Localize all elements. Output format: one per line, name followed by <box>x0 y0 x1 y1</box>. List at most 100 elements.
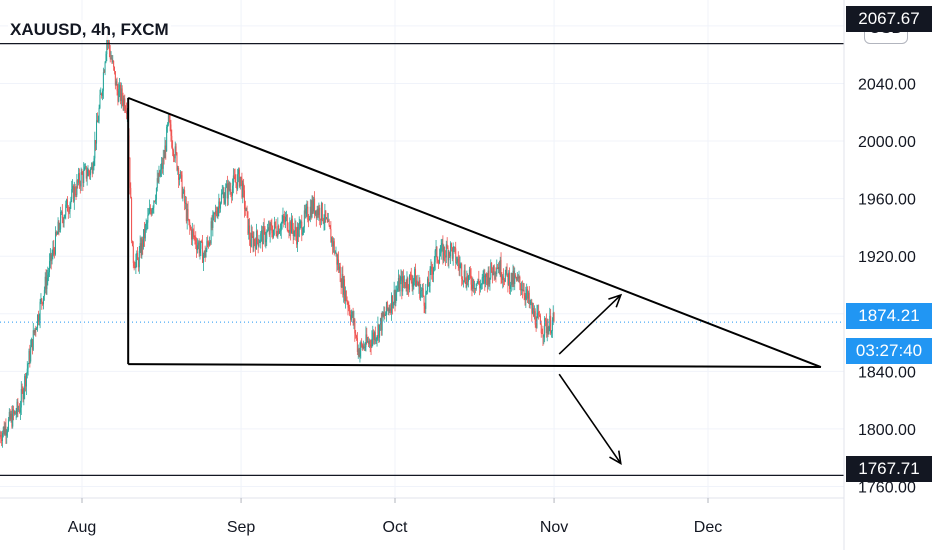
candle-body <box>368 340 370 344</box>
candle-body <box>390 308 392 313</box>
candle-body <box>191 229 193 240</box>
candle-body <box>358 349 360 357</box>
candle-body <box>75 194 77 195</box>
candle-body <box>255 230 257 250</box>
candle-body <box>155 199 157 202</box>
candle-body <box>190 229 192 240</box>
candle-body <box>25 376 27 387</box>
candle-body <box>385 314 387 316</box>
candle-body <box>506 266 508 274</box>
candle-body <box>212 214 214 228</box>
candle-body <box>14 411 16 415</box>
candle-body <box>291 218 293 234</box>
candle-body <box>177 168 179 170</box>
candle-body <box>379 318 381 325</box>
candle-body <box>288 231 290 233</box>
candle-body <box>151 209 153 215</box>
candle-body <box>438 256 440 264</box>
candle-body <box>132 246 134 263</box>
candle-body <box>119 84 121 101</box>
candle-body <box>18 409 20 411</box>
triangle-drawing[interactable] <box>127 96 822 465</box>
candle-body <box>184 202 186 204</box>
time-axis[interactable]: Aug Sep Oct Nov Dec <box>68 498 722 536</box>
candle-body <box>439 253 441 257</box>
candle-body <box>255 242 257 250</box>
lower-level-label: 1767.71 <box>846 456 932 482</box>
candle-body <box>56 234 58 235</box>
candle-body <box>145 223 147 226</box>
candle-body <box>102 90 104 96</box>
candle-body <box>436 246 438 261</box>
candle-body <box>484 275 486 284</box>
candle-body <box>457 258 459 264</box>
candle-body <box>538 311 540 316</box>
candle-body <box>302 232 304 235</box>
candle-body <box>283 215 285 219</box>
candle-body <box>112 61 114 62</box>
candle-body <box>447 248 449 261</box>
candle-body <box>15 413 17 415</box>
candle-body <box>249 225 251 240</box>
candle-body <box>66 199 68 205</box>
candle-body <box>543 334 545 338</box>
candle-body <box>547 326 549 335</box>
candle-body <box>101 93 103 96</box>
candle-body <box>287 229 289 232</box>
candle-body <box>87 169 89 176</box>
candle-body <box>362 345 364 349</box>
horizontal-levels <box>0 43 844 476</box>
candle-body <box>325 210 327 219</box>
candle-body <box>523 289 525 296</box>
candle-body <box>412 281 414 287</box>
grid-lines <box>0 0 844 498</box>
candle-body <box>38 320 40 322</box>
candle-body <box>257 239 259 247</box>
candle-body <box>158 170 160 182</box>
candle-body <box>551 320 553 332</box>
candle-body <box>10 413 12 420</box>
candle-body <box>100 93 102 95</box>
candle-body <box>332 241 334 247</box>
candle-body <box>486 277 488 286</box>
candle-body <box>214 210 216 215</box>
candle-body <box>364 347 366 349</box>
x-tick-label: Oct <box>383 519 408 536</box>
candle-body <box>419 280 421 299</box>
candle-body <box>503 279 505 282</box>
candle-body <box>521 288 523 291</box>
candle-body <box>178 177 180 180</box>
candle-body <box>247 211 249 234</box>
candle-body <box>122 99 124 106</box>
candle-body <box>136 253 138 260</box>
arrow-shaft <box>558 294 622 355</box>
candle-body <box>548 326 550 335</box>
candle-body <box>549 315 551 327</box>
candle-body <box>275 226 277 234</box>
candle-body <box>426 278 428 291</box>
candle-body <box>407 278 409 289</box>
candle-body <box>29 350 31 362</box>
price-axis[interactable]: 1760.001800.001840.001880.001920.001960.… <box>858 19 916 497</box>
candle-body <box>357 349 359 352</box>
y-tick-label: 2000.00 <box>858 134 916 151</box>
candle-body <box>545 320 547 333</box>
candle-body <box>167 115 169 125</box>
candle-body <box>292 229 294 237</box>
candle-body <box>326 218 328 220</box>
candle-body <box>530 302 532 304</box>
candle-body <box>306 206 308 209</box>
candle-body <box>238 169 239 175</box>
candle-body <box>471 284 473 289</box>
candle-body <box>421 288 423 291</box>
candle-body <box>33 330 35 333</box>
candle-body <box>501 278 503 280</box>
candle-body <box>163 157 165 159</box>
candle-body <box>205 250 207 258</box>
candle-body <box>540 324 542 334</box>
candle-body <box>268 227 270 235</box>
candle-body <box>504 273 506 282</box>
candle-body <box>356 335 358 338</box>
candle-body <box>347 302 349 308</box>
